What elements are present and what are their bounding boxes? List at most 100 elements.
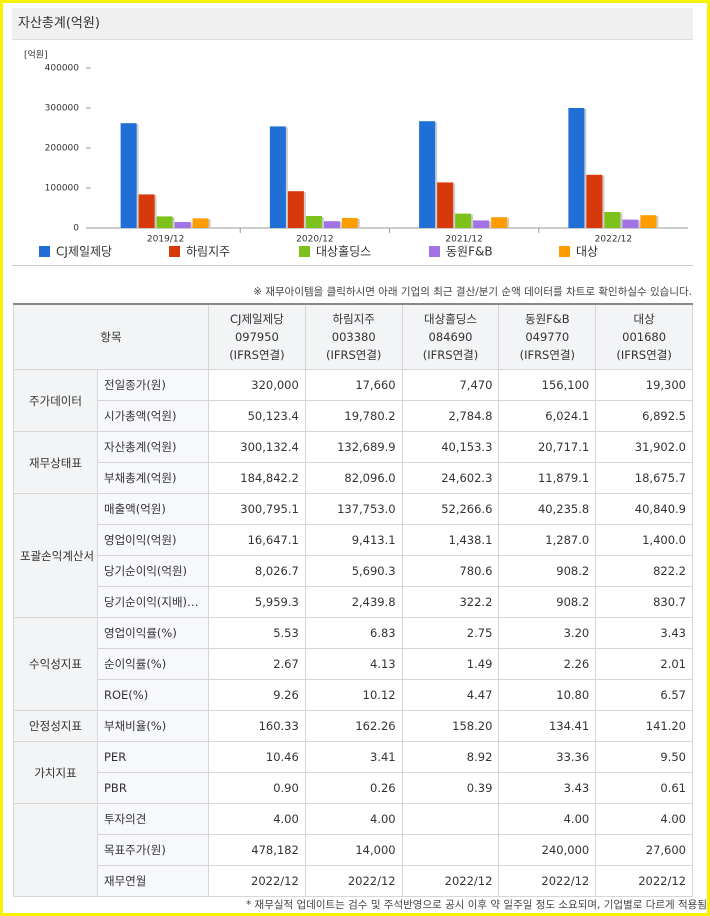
chart-title: 자산총계(억원) — [12, 8, 693, 40]
y-unit: [억원] — [24, 49, 48, 61]
table-row: 부채총계(억원) 184,842.2 82,096.0 24,602.3 11,879.… — [14, 462, 693, 494]
value-cell: 2.75 — [401, 617, 500, 649]
company-basis: (IFRS연결) — [325, 348, 382, 362]
chart: [억원] 0 100000 200000 300000 400000 2019/12 202… — [24, 49, 688, 259]
table-row: 재무상태표 자산총계(억원) 300,132.4 132,689.9 40,153.3 2… — [13, 431, 693, 494]
value-cell: 2022/12 — [498, 865, 597, 897]
bar — [192, 218, 209, 228]
item-label: 당기순이익(억원) — [96, 555, 210, 587]
header-label: 항목 — [12, 303, 210, 370]
item-label: 자산총계(억원) — [96, 431, 210, 463]
company-header: 대상 001680 (IFRS연결) — [595, 303, 693, 370]
company-code: 049770 — [525, 330, 570, 344]
company-header: 대상홀딩스 084690 (IFRS연결) — [401, 303, 500, 370]
value-cell — [401, 834, 500, 866]
company-name: 대상 — [633, 312, 655, 326]
bar — [305, 216, 322, 228]
x-tick-label: 2022/12 — [595, 235, 632, 245]
item-label: ROE(%) — [96, 679, 210, 711]
bar — [586, 174, 603, 228]
table-row: 투자의견 4.00 4.00 4.00 4.00 — [13, 803, 693, 897]
value-cell: 4.00 — [304, 803, 403, 835]
company-name: 하림지주 — [332, 312, 375, 326]
value-cell: 2022/12 — [595, 865, 693, 897]
footnote: * 재무실적 업데이트는 검수 및 주석반영으로 공시 이후 약 일주일 정도 … — [245, 899, 707, 911]
value-cell: 9.50 — [595, 741, 693, 773]
value-cell: 132,689.9 — [304, 431, 403, 463]
legend-swatch — [559, 246, 570, 257]
value-cell: 40,840.9 — [595, 493, 693, 525]
table-row: 주가데이터 전일종가(원) 320,000 17,660 7,470 156,100 19,… — [13, 369, 693, 432]
value-cell: 6,892.5 — [595, 400, 693, 432]
value-cell: 822.2 — [595, 555, 693, 587]
legend-label: 하림지주 — [186, 245, 230, 259]
value-cell: 40,235.8 — [498, 493, 597, 525]
value-cell: 134.41 — [498, 710, 597, 742]
value-cell: 830.7 — [595, 586, 693, 618]
item-label: 전일종가(원) — [96, 369, 210, 401]
value-cell: 1.49 — [401, 648, 500, 680]
legend-label: 대상홀딩스 — [316, 245, 371, 259]
y-tick-label: 0 — [73, 224, 79, 234]
item-label: 당기순이익(지배)… — [96, 586, 210, 618]
value-cell: 50,123.4 — [208, 400, 306, 432]
value-cell: 11,879.1 — [498, 462, 597, 494]
value-cell: 17,660 — [304, 369, 403, 401]
legend-label: 대상 — [576, 245, 598, 259]
item-label: 재무연월 — [96, 865, 210, 897]
value-cell: 0.61 — [595, 772, 693, 804]
value-cell: 3.20 — [498, 617, 597, 649]
value-cell: 908.2 — [498, 555, 597, 587]
value-cell: 31,902.0 — [595, 431, 693, 463]
value-cell: 4.00 — [498, 803, 597, 835]
chart-panel: 자산총계(억원) [억원] 0 100000 200000 300000 400000 2… — [12, 8, 693, 266]
value-cell: 27,600 — [595, 834, 693, 866]
company-basis: (IFRS연결) — [422, 348, 479, 362]
comparison-table: 항목 CJ제일제당 097950 (IFRS연결) 하림지주 003380 (IFRS연결… — [12, 303, 693, 897]
company-code: 097950 — [234, 330, 279, 344]
company-code: 003380 — [331, 330, 376, 344]
group-label: 재무상태표 — [13, 431, 98, 494]
value-cell: 6,024.1 — [498, 400, 597, 432]
value-cell: 322.2 — [401, 586, 500, 618]
legend-swatch — [39, 246, 50, 257]
table-row: 가치지표 PER 10.46 3.41 8.92 33.36 9.50 — [13, 741, 693, 804]
value-cell: 6.83 — [304, 617, 403, 649]
table-row: 목표주가(원) 478,182 14,000 240,000 27,600 — [14, 834, 693, 866]
bar — [287, 191, 304, 228]
value-cell: 3.43 — [595, 617, 693, 649]
table-row: 순이익률(%) 2.67 4.13 1.49 2.26 2.01 — [14, 648, 693, 680]
value-cell: 4.47 — [401, 679, 500, 711]
value-cell: 780.6 — [401, 555, 500, 587]
item-label: 투자의견 — [96, 803, 210, 835]
value-cell: 6.57 — [595, 679, 693, 711]
group-label: 포괄손익계산서 — [13, 493, 98, 618]
value-cell: 137,753.0 — [304, 493, 403, 525]
bar — [622, 219, 639, 228]
value-cell: 300,132.4 — [208, 431, 306, 463]
divider — [12, 265, 693, 266]
table-row: 당기순이익(지배)… 5,959.3 2,439.8 322.2 908.2 830.7 — [14, 586, 693, 618]
group-label: 수익성지표 — [13, 617, 98, 711]
note: ※ 재무아이템을 클릭하시면 아래 기업의 최근 결산/분기 순액 데이터를 차… — [253, 286, 692, 298]
value-cell: 3.41 — [304, 741, 403, 773]
item-label: PER — [96, 741, 210, 773]
value-cell: 184,842.2 — [208, 462, 306, 494]
table-row: 수익성지표 영업이익률(%) 5.53 6.83 2.75 3.20 3.43 — [13, 617, 693, 711]
item-label: 순이익률(%) — [96, 648, 210, 680]
value-cell: 19,300 — [595, 369, 693, 401]
value-cell: 320,000 — [208, 369, 306, 401]
value-cell: 0.39 — [401, 772, 500, 804]
value-cell: 2.67 — [208, 648, 306, 680]
bar — [419, 121, 436, 228]
group-label: 가치지표 — [13, 741, 98, 804]
value-cell: 3.43 — [498, 772, 597, 804]
bar — [568, 108, 585, 228]
item-label: 부채총계(억원) — [96, 462, 210, 494]
value-cell: 8,026.7 — [208, 555, 306, 587]
value-cell: 908.2 — [498, 586, 597, 618]
legend-swatch — [429, 246, 440, 257]
value-cell: 1,438.1 — [401, 524, 500, 556]
x-tick-label: 2019/12 — [147, 235, 184, 245]
company-code: 001680 — [622, 330, 667, 344]
